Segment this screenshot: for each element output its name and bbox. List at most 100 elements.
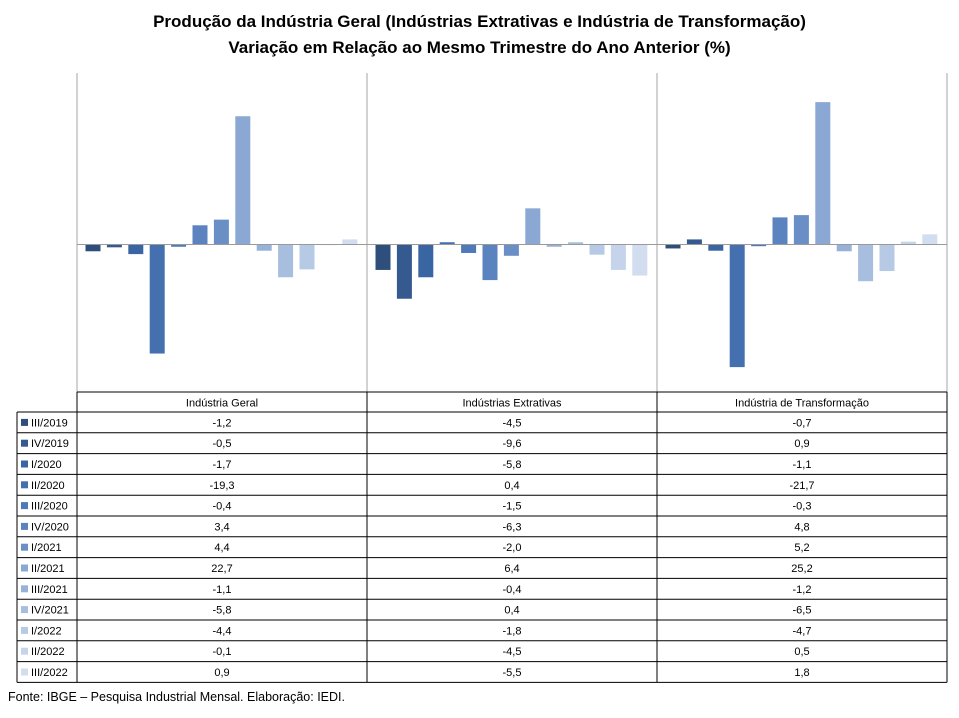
data-value: -2,0	[503, 542, 522, 554]
series-label: III/2019	[31, 417, 68, 429]
bar	[793, 215, 809, 245]
bar	[461, 244, 477, 253]
bar	[708, 244, 724, 251]
bar	[858, 244, 874, 282]
data-value: -0,7	[793, 417, 812, 429]
legend-key	[21, 522, 28, 530]
legend-key	[21, 543, 28, 551]
bar	[815, 102, 831, 245]
data-value: -0,1	[213, 646, 232, 658]
bar	[213, 219, 229, 245]
data-value: 0,4	[504, 480, 519, 492]
data-value: -0,3	[793, 501, 812, 513]
bar	[171, 244, 187, 247]
legend-key	[21, 626, 28, 634]
bar	[836, 244, 852, 252]
bar	[546, 244, 562, 247]
data-value: -0,4	[213, 501, 232, 513]
data-value: -1,1	[213, 584, 232, 596]
data-value: -4,7	[793, 625, 812, 637]
data-value: -0,5	[213, 438, 232, 450]
bar	[665, 244, 681, 249]
series-label: I/2020	[31, 459, 62, 471]
data-value: 6,4	[504, 563, 519, 575]
bar	[439, 242, 455, 245]
series-label: III/2021	[31, 584, 68, 596]
series-label: II/2021	[31, 563, 65, 575]
legend-key	[21, 564, 28, 572]
data-value: -5,8	[503, 459, 522, 471]
category-label: Indústria de Transformação	[735, 398, 869, 410]
bar	[396, 244, 412, 299]
bar	[503, 244, 519, 256]
bar	[568, 242, 584, 245]
chart: Indústria Geral Indústrias Extrativas Indú…	[16, 73, 948, 683]
bar	[525, 208, 541, 245]
bar	[751, 244, 767, 247]
chart-title: Produção da Indústria Geral (Indústrias …	[153, 12, 806, 31]
bar	[192, 225, 208, 245]
bar	[85, 244, 101, 252]
bar	[299, 244, 315, 270]
series-label: IV/2021	[31, 605, 69, 617]
legend-key	[21, 585, 28, 593]
bar	[375, 244, 391, 270]
data-value: -5,5	[503, 667, 522, 679]
data-value: 22,7	[211, 563, 232, 575]
series-label: I/2021	[31, 542, 62, 554]
data-value: 0,9	[794, 438, 809, 450]
data-value: -1,5	[503, 501, 522, 513]
series-label: III/2022	[31, 667, 68, 679]
legend-key	[21, 460, 28, 468]
legend-key	[21, 668, 28, 676]
bar	[900, 241, 916, 245]
legend-key	[21, 606, 28, 614]
bar	[879, 244, 895, 272]
series-label: II/2022	[31, 646, 65, 658]
data-value: -9,6	[503, 438, 522, 450]
data-value: -4,4	[213, 625, 232, 637]
data-value: -0,4	[503, 584, 522, 596]
bar	[922, 234, 938, 245]
legend-key	[21, 481, 28, 489]
bar	[235, 116, 251, 245]
data-value: 1,8	[794, 667, 809, 679]
source-note: Fonte: IBGE – Pesquisa Industrial Mensal…	[8, 690, 345, 704]
data-value: -4,5	[503, 646, 522, 658]
data-value: 3,4	[214, 521, 229, 533]
data-value: 25,2	[791, 563, 812, 575]
series-label: IV/2020	[31, 521, 69, 533]
legend-key	[21, 439, 28, 447]
data-value: -1,2	[793, 584, 812, 596]
data-value: -1,2	[213, 417, 232, 429]
data-value: -6,3	[503, 521, 522, 533]
chart-subtitle: Variação em Relação ao Mesmo Trimestre d…	[228, 38, 731, 57]
series-label: I/2022	[31, 625, 62, 637]
series-label: II/2020	[31, 480, 65, 492]
bar	[256, 244, 272, 251]
data-value: 0,5	[794, 646, 809, 658]
series-label: IV/2019	[31, 438, 69, 450]
bar	[610, 244, 626, 270]
data-value: -21,7	[789, 480, 814, 492]
bar	[686, 239, 702, 245]
data-value: -1,7	[213, 459, 232, 471]
series-label: III/2020	[31, 501, 68, 513]
legend-key	[21, 502, 28, 510]
data-value: -1,8	[503, 625, 522, 637]
data-value: 4,8	[794, 521, 809, 533]
bar	[772, 217, 788, 245]
data-value: -1,1	[793, 459, 812, 471]
data-value: 0,4	[504, 605, 519, 617]
data-value: -6,5	[793, 605, 812, 617]
data-value: 5,2	[794, 542, 809, 554]
bar	[106, 244, 122, 248]
data-value: 0,9	[214, 667, 229, 679]
bar	[128, 244, 144, 255]
legend-key	[21, 418, 28, 426]
bar	[149, 244, 165, 354]
data-value: 4,4	[214, 542, 229, 554]
bar	[729, 244, 745, 368]
bar	[278, 244, 294, 278]
data-value: -19,3	[209, 480, 234, 492]
